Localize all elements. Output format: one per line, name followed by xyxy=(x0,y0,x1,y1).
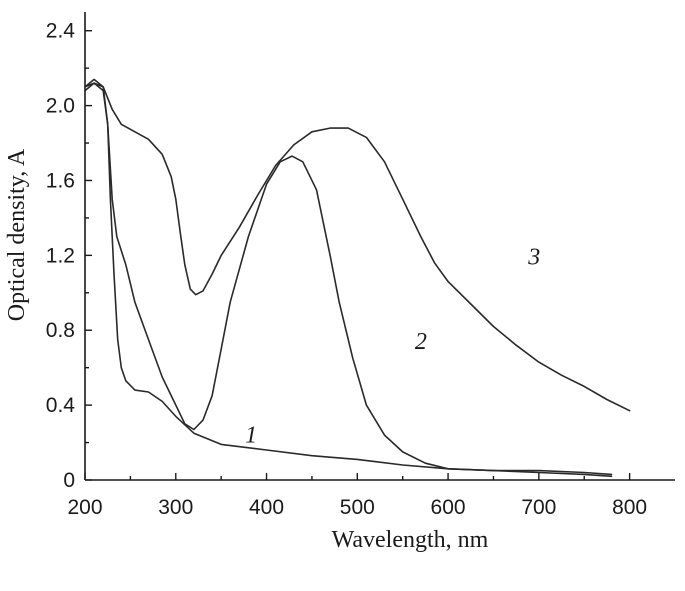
x-tick-label: 400 xyxy=(249,496,284,519)
axes xyxy=(84,12,675,481)
x-tick-label: 200 xyxy=(67,496,102,519)
y-tick-label: 0 xyxy=(63,469,75,492)
series-line-1 xyxy=(84,82,613,478)
series-label-2: 2 xyxy=(415,329,427,355)
series-label-1: 1 xyxy=(245,423,257,449)
y-tick-label: 1.2 xyxy=(46,244,75,267)
y-tick-label: 1.6 xyxy=(46,169,75,192)
series-line-3 xyxy=(84,78,631,412)
ticks: 200 300 400 500 600 700 800 0 0.4 0.8 1.2 1.6 2.0 2.4 xyxy=(46,20,647,519)
y-tick-label: 2.0 xyxy=(46,95,75,118)
x-tick-label: 500 xyxy=(340,496,375,519)
series-line-2 xyxy=(84,82,613,476)
y-axis-title: Optical density, A xyxy=(4,148,30,321)
x-tick-label: 600 xyxy=(431,496,466,519)
x-tick-label: 800 xyxy=(612,496,647,519)
x-tick-label: 300 xyxy=(158,496,193,519)
x-tick-label: 700 xyxy=(521,496,556,519)
y-tick-label: 2.4 xyxy=(46,20,76,43)
y-tick-label: 0.4 xyxy=(46,394,76,417)
x-axis-title: Wavelength, nm xyxy=(332,527,489,553)
series-group: 1 2 3 xyxy=(84,78,631,478)
y-tick-label: 0.8 xyxy=(46,319,75,342)
series-label-3: 3 xyxy=(527,245,540,271)
